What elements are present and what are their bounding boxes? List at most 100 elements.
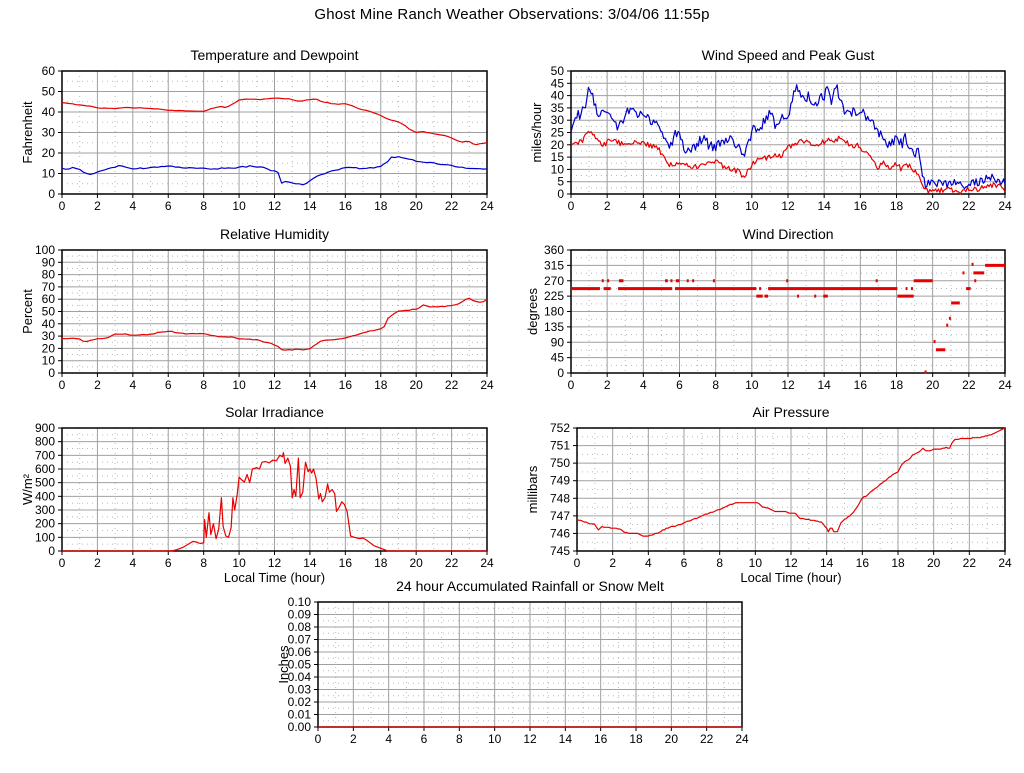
svg-text:20: 20 (926, 199, 940, 213)
svg-text:752: 752 (550, 421, 570, 435)
svg-text:50: 50 (42, 85, 56, 99)
svg-text:20: 20 (927, 556, 941, 570)
svg-text:100: 100 (35, 243, 55, 257)
svg-text:8: 8 (712, 378, 719, 392)
svg-text:6: 6 (165, 378, 172, 392)
svg-text:2: 2 (94, 378, 101, 392)
svg-text:14: 14 (817, 378, 831, 392)
svg-text:6: 6 (676, 199, 683, 213)
svg-text:0: 0 (574, 556, 581, 570)
svg-text:Inches: Inches (276, 645, 291, 684)
svg-text:8: 8 (716, 556, 723, 570)
svg-text:24: 24 (480, 199, 494, 213)
svg-text:12: 12 (784, 556, 798, 570)
svg-text:0: 0 (59, 378, 66, 392)
svg-text:0.00: 0.00 (288, 720, 312, 734)
svg-text:22: 22 (963, 556, 977, 570)
svg-text:5: 5 (557, 175, 564, 189)
svg-text:24 hour Accumulated Rainfall o: 24 hour Accumulated Rainfall or Snow Mel… (396, 578, 664, 594)
svg-text:24: 24 (998, 199, 1012, 213)
svg-text:750: 750 (550, 456, 570, 470)
svg-text:18: 18 (374, 199, 388, 213)
svg-text:10: 10 (749, 556, 763, 570)
svg-text:300: 300 (35, 503, 55, 517)
svg-text:10: 10 (42, 354, 56, 368)
svg-text:22: 22 (445, 556, 459, 570)
svg-text:16: 16 (856, 556, 870, 570)
svg-text:25: 25 (551, 126, 565, 140)
svg-text:12: 12 (268, 378, 282, 392)
svg-text:70: 70 (42, 280, 56, 294)
svg-text:Fahrenheit: Fahrenheit (20, 101, 35, 164)
svg-text:50: 50 (551, 64, 565, 78)
svg-text:0: 0 (568, 199, 575, 213)
svg-text:16: 16 (339, 378, 353, 392)
svg-text:18: 18 (374, 556, 388, 570)
svg-text:20: 20 (551, 138, 565, 152)
svg-text:600: 600 (35, 462, 55, 476)
svg-text:30: 30 (42, 126, 56, 140)
svg-text:745: 745 (550, 544, 570, 558)
svg-text:14: 14 (303, 199, 317, 213)
svg-text:8: 8 (200, 199, 207, 213)
chart-wind-direction: 0 2 4 6 8 10 12 14 16 18 20 22 24 0 45 90 135 180 225 270 31… (512, 219, 1024, 405)
svg-text:0: 0 (48, 544, 55, 558)
svg-text:8: 8 (200, 378, 207, 392)
svg-text:14: 14 (559, 732, 573, 746)
svg-text:Local Time (hour): Local Time (hour) (740, 570, 841, 585)
svg-text:14: 14 (817, 199, 831, 213)
svg-text:4: 4 (129, 199, 136, 213)
svg-text:0.05: 0.05 (288, 658, 312, 672)
svg-text:20: 20 (409, 199, 423, 213)
svg-text:0: 0 (557, 187, 564, 201)
svg-text:10: 10 (745, 378, 759, 392)
svg-text:14: 14 (303, 378, 317, 392)
svg-text:Temperature and Dewpoint: Temperature and Dewpoint (190, 47, 358, 63)
chart-air-pressure: 0 2 4 6 8 10 12 14 16 18 20 22 24 745 746 747 748 749 750 7… (512, 397, 1024, 588)
svg-text:747: 747 (550, 509, 570, 523)
svg-text:0: 0 (59, 556, 66, 570)
svg-text:20: 20 (409, 378, 423, 392)
svg-text:16: 16 (339, 199, 353, 213)
svg-text:24: 24 (998, 378, 1012, 392)
chart-relative-humidity: 0 2 4 6 8 10 12 14 16 18 20 22 24 0 10 20 30 40 50 60 70 80 90… (0, 219, 512, 405)
svg-text:270: 270 (544, 274, 564, 288)
svg-text:10: 10 (42, 167, 56, 181)
svg-text:W/m²: W/m² (20, 473, 35, 505)
svg-text:0.04: 0.04 (288, 670, 312, 684)
svg-text:0.01: 0.01 (288, 708, 312, 722)
svg-text:16: 16 (854, 199, 868, 213)
svg-text:749: 749 (550, 474, 570, 488)
svg-text:millibars: millibars (525, 465, 540, 513)
svg-text:4: 4 (640, 199, 647, 213)
svg-text:45: 45 (551, 76, 565, 90)
svg-text:16: 16 (854, 378, 868, 392)
svg-text:6: 6 (681, 556, 688, 570)
svg-text:6: 6 (421, 732, 428, 746)
svg-text:12: 12 (781, 378, 795, 392)
svg-text:4: 4 (385, 732, 392, 746)
svg-text:0.09: 0.09 (288, 608, 312, 622)
svg-text:24: 24 (735, 732, 749, 746)
page-title: Ghost Mine Ranch Weather Observations: 3… (314, 6, 710, 23)
svg-text:6: 6 (676, 378, 683, 392)
svg-text:0: 0 (557, 366, 564, 380)
svg-text:800: 800 (35, 435, 55, 449)
svg-text:0.03: 0.03 (288, 683, 312, 697)
svg-text:0: 0 (48, 366, 55, 380)
svg-text:900: 900 (35, 421, 55, 435)
svg-text:10: 10 (232, 199, 246, 213)
chart-wind-speed-gust: 0 2 4 6 8 10 12 14 16 18 20 22 24 0 5 10 15 20 25 30 35 40 45 5… (512, 40, 1024, 226)
svg-text:0: 0 (59, 199, 66, 213)
svg-text:315: 315 (544, 258, 564, 272)
svg-text:0.10: 0.10 (288, 595, 312, 609)
svg-text:0.08: 0.08 (288, 620, 312, 634)
svg-text:degrees: degrees (525, 288, 540, 335)
svg-text:40: 40 (551, 89, 565, 103)
svg-text:20: 20 (42, 341, 56, 355)
svg-text:12: 12 (523, 732, 537, 746)
svg-text:miles/hour: miles/hour (529, 102, 544, 163)
svg-text:10: 10 (745, 199, 759, 213)
svg-text:2: 2 (609, 556, 616, 570)
svg-text:14: 14 (820, 556, 834, 570)
